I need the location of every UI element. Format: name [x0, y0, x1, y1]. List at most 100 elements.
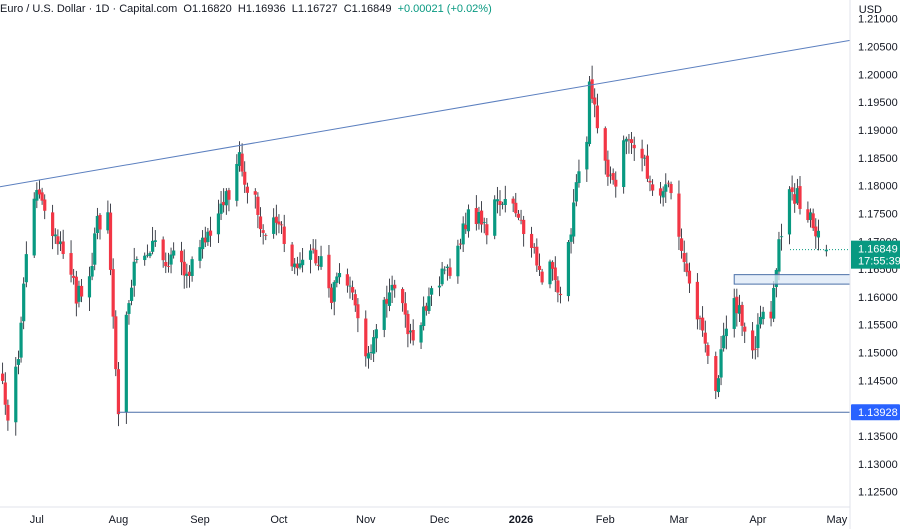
candle: [61, 229, 65, 259]
candle: [811, 208, 815, 231]
candle-body: [298, 263, 302, 268]
candle: [277, 214, 281, 234]
candle: [151, 226, 155, 255]
candle: [1, 362, 5, 385]
candle-body: [172, 250, 176, 256]
time-axis[interactable]: JunJulAugSepOctNovDec2026FebMarAprMay: [0, 514, 848, 526]
high-value: 1.16936: [245, 3, 286, 15]
candle: [106, 200, 110, 234]
open-label: O: [183, 3, 192, 15]
candle-body: [622, 140, 626, 188]
currency-label[interactable]: USD: [858, 4, 882, 16]
candle-body: [643, 157, 647, 159]
candle-body: [485, 224, 489, 236]
candle: [806, 201, 810, 223]
candle: [448, 258, 452, 279]
symbol-title[interactable]: Euro / U.S. Dollar · 1D · Capital.com: [0, 3, 178, 15]
candle: [611, 168, 615, 185]
candle-body: [587, 81, 592, 145]
candle: [203, 226, 207, 248]
candle-body: [111, 269, 115, 317]
candle-body: [182, 261, 186, 276]
candle: [290, 242, 294, 272]
trendline[interactable]: [0, 39, 851, 188]
candle: [72, 268, 76, 285]
price-tick-label: 1.13000: [858, 459, 898, 471]
candle-body: [448, 267, 452, 276]
time-tick-label: Feb: [596, 514, 615, 526]
candle-body: [329, 287, 334, 303]
candle-body: [753, 348, 757, 350]
candle: [685, 252, 689, 277]
candle: [279, 221, 284, 234]
candle: [77, 280, 81, 308]
candle: [129, 279, 134, 306]
candle-body: [445, 266, 449, 268]
candle: [256, 192, 260, 229]
candle-body: [761, 311, 765, 320]
close-value: 1.16849: [351, 3, 392, 15]
candle-body: [166, 266, 171, 267]
candle: [429, 285, 434, 307]
candle: [282, 214, 286, 253]
candle-body: [793, 194, 797, 204]
candle-body: [624, 138, 628, 142]
candle: [798, 176, 802, 215]
candle-body: [606, 159, 610, 177]
candle: [298, 252, 302, 270]
support-price-value: 1.13928: [858, 407, 898, 419]
candle: [385, 285, 389, 318]
candle: [382, 296, 386, 338]
candle: [456, 239, 460, 284]
candle: [553, 256, 557, 292]
support-price-badge[interactable]: 1.13928: [851, 404, 900, 421]
candle-body: [72, 275, 76, 278]
candle-body: [264, 235, 268, 236]
candle-body: [227, 190, 231, 200]
candle: [243, 161, 247, 193]
candle: [124, 311, 128, 424]
candle-body: [235, 163, 239, 201]
candle: [56, 229, 60, 255]
candle-body: [516, 213, 521, 218]
candle: [6, 399, 10, 431]
candle-body: [290, 244, 294, 267]
candle-body: [482, 222, 486, 223]
candle: [314, 239, 318, 266]
candle: [529, 226, 534, 258]
candle-body: [756, 324, 760, 349]
last-price-badge-bg: [851, 240, 900, 269]
candle: [574, 174, 578, 207]
candle-body: [190, 259, 194, 276]
candle: [208, 216, 213, 247]
candle-body: [511, 198, 515, 204]
candle: [143, 252, 147, 266]
candle: [787, 186, 792, 245]
candle-body: [464, 224, 468, 230]
candle-body: [566, 242, 571, 297]
candle-body: [714, 356, 718, 392]
candle: [40, 187, 44, 205]
candle-body: [37, 189, 42, 195]
candle: [319, 245, 323, 270]
demand-zone[interactable]: [733, 274, 851, 285]
candle-body: [664, 184, 668, 192]
candle-body: [208, 230, 213, 236]
candle: [43, 194, 47, 220]
candle-body: [179, 250, 184, 263]
candle-body: [124, 314, 128, 413]
candle: [795, 178, 799, 205]
candle-body: [514, 202, 518, 214]
candle: [301, 247, 305, 273]
candle: [440, 261, 444, 287]
candle-body: [427, 296, 431, 312]
candle-body: [279, 224, 284, 226]
candle: [372, 330, 376, 363]
candle: [687, 262, 692, 293]
candle-body: [553, 267, 557, 281]
price-tick-label: 1.17500: [858, 208, 898, 220]
candle: [779, 223, 784, 251]
candle: [679, 228, 684, 259]
